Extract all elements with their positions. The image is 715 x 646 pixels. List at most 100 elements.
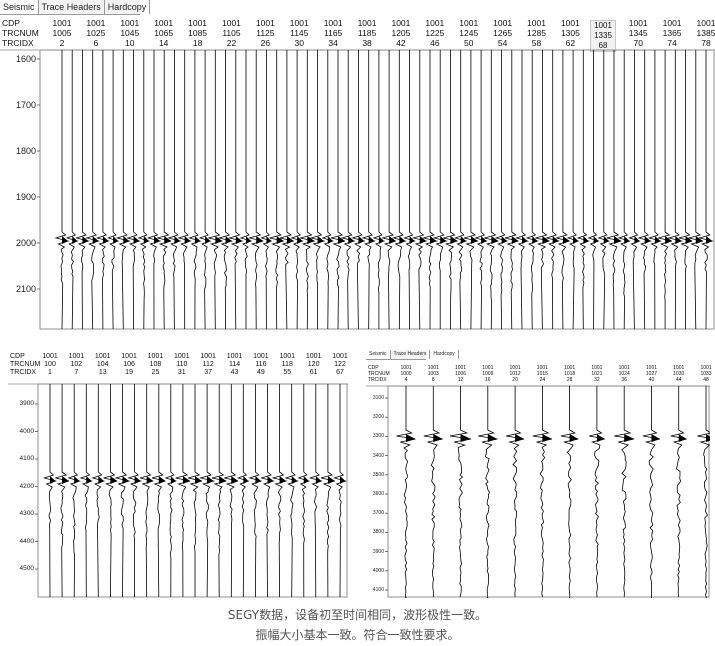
header-trcidx: 46 xyxy=(430,38,440,48)
seismic-trace xyxy=(449,386,472,598)
seismic-trace xyxy=(279,50,294,330)
header-trcnum: 1345 xyxy=(628,28,648,38)
wavelet-fill xyxy=(460,236,467,244)
wavelet-fill xyxy=(123,236,130,244)
header-cdp: 1001 xyxy=(289,18,309,28)
seismic-trace xyxy=(566,50,580,330)
y-tick-label: 2000 xyxy=(15,237,36,248)
header-trcnum: 1025 xyxy=(86,28,106,38)
seismic-trace xyxy=(269,50,284,330)
seismic-trace xyxy=(75,50,90,330)
tab-trace-headers[interactable]: Trace Headers xyxy=(39,0,105,14)
wavelet-fill xyxy=(158,476,166,484)
seismic-trace xyxy=(114,384,131,598)
seismic-trace xyxy=(597,50,611,330)
seismic-trace xyxy=(504,50,519,330)
seismic-trace xyxy=(95,50,110,330)
wavelet-fill xyxy=(532,236,538,244)
seismic-trace xyxy=(423,386,443,598)
seismic-trace xyxy=(237,384,250,598)
wavelet-fill xyxy=(624,434,635,442)
seismic-traces[interactable] xyxy=(366,350,710,598)
header-label-trcidx: TRCIDX xyxy=(368,377,387,383)
y-tick-label: 1700 xyxy=(15,99,36,110)
wavelet-fill xyxy=(562,236,570,244)
header-cdp: 1001 xyxy=(628,18,648,28)
header-trcnum: 1065 xyxy=(154,28,174,38)
wavelet-fill xyxy=(133,236,140,244)
seismic-trace xyxy=(589,386,605,598)
wavelet-fill xyxy=(182,476,191,484)
plot-frame xyxy=(37,383,348,598)
highlighted-trace-header[interactable]: 1001 1335 68 xyxy=(590,20,616,52)
plot-frame xyxy=(39,49,715,330)
wavelet-fill xyxy=(62,236,68,244)
wavelet-fill xyxy=(317,236,325,244)
header-cdp: 1001 xyxy=(68,353,85,360)
wavelet-fill xyxy=(450,236,458,244)
wavelet-fill xyxy=(215,236,223,244)
header-cdp: 1001 xyxy=(454,365,467,371)
header-label-trcnum: TRCNUM xyxy=(368,371,390,377)
header-trcnum: 122 xyxy=(334,361,346,368)
header-cdp: 1001 xyxy=(154,18,174,28)
wavelet-fill xyxy=(279,476,287,484)
seismic-trace xyxy=(199,384,216,598)
header-trcidx: 43 xyxy=(230,369,239,376)
seismic-trace xyxy=(198,50,212,330)
wavelet-fill xyxy=(651,434,660,442)
seismic-trace xyxy=(697,386,710,598)
wavelet-fill xyxy=(134,476,141,484)
wavelet-fill xyxy=(487,434,498,442)
header-trcidx: 30 xyxy=(294,38,304,48)
header-trcidx: 28 xyxy=(566,377,573,383)
highlighted-cdp: 1001 xyxy=(594,21,612,30)
header-cdp: 1001 xyxy=(200,353,216,360)
seismic-trace xyxy=(391,50,407,330)
seismic-trace xyxy=(126,50,141,330)
seismic-trace xyxy=(177,50,192,330)
header-cdp: 1001 xyxy=(86,18,106,28)
y-tick-label: 3600 xyxy=(372,491,384,497)
tab-seismic[interactable]: Seismic xyxy=(366,350,391,359)
seismic-trace xyxy=(249,50,264,330)
header-trcnum: 112 xyxy=(202,361,214,368)
header-trcidx: 25 xyxy=(151,369,160,376)
seismic-trace xyxy=(484,50,499,330)
tab-hardcopy[interactable]: Hardcopy xyxy=(105,0,151,14)
tab-seismic[interactable]: Seismic xyxy=(0,0,39,14)
header-trcnum: 1245 xyxy=(459,28,479,38)
wavelet-fill xyxy=(327,236,333,244)
seismic-trace xyxy=(146,50,162,330)
wavelet-fill xyxy=(98,476,104,484)
wavelet-fill xyxy=(164,236,172,244)
seismic-traces[interactable] xyxy=(8,350,348,598)
wavelet-fill xyxy=(266,236,272,244)
y-tick-label: 1800 xyxy=(15,145,36,156)
seismic-trace xyxy=(698,50,714,330)
seismic-trace xyxy=(175,384,191,598)
wavelet-fill xyxy=(409,236,415,244)
y-tick-label: 4100 xyxy=(19,455,34,463)
wavelet-fill xyxy=(644,236,651,244)
wavelet-fill xyxy=(603,236,609,244)
seismic-trace xyxy=(151,384,166,598)
seismic-trace xyxy=(647,50,662,330)
seismic-trace xyxy=(411,50,428,330)
header-trcnum: 1012 xyxy=(509,371,521,377)
seismic-traces[interactable] xyxy=(0,0,715,330)
header-cdp: 1001 xyxy=(391,18,411,28)
header-trcidx: 54 xyxy=(497,38,508,48)
tab-bar: Seismic Trace Headers Hardcopy xyxy=(0,0,151,15)
seismic-trace xyxy=(545,50,561,330)
wavelet-fill xyxy=(542,236,550,244)
tab-trace-headers[interactable]: Trace Headers xyxy=(391,350,431,359)
header-trcnum: 1021 xyxy=(591,371,603,377)
header-trcidx: 44 xyxy=(675,377,682,383)
seismic-trace xyxy=(127,384,143,598)
header-trcnum: 1165 xyxy=(324,28,343,38)
header-cdp: 1001 xyxy=(188,18,208,28)
header-trcidx: 36 xyxy=(621,377,627,383)
highlighted-trcnum: 1335 xyxy=(594,31,612,40)
tab-hardcopy[interactable]: Hardcopy xyxy=(430,350,459,359)
